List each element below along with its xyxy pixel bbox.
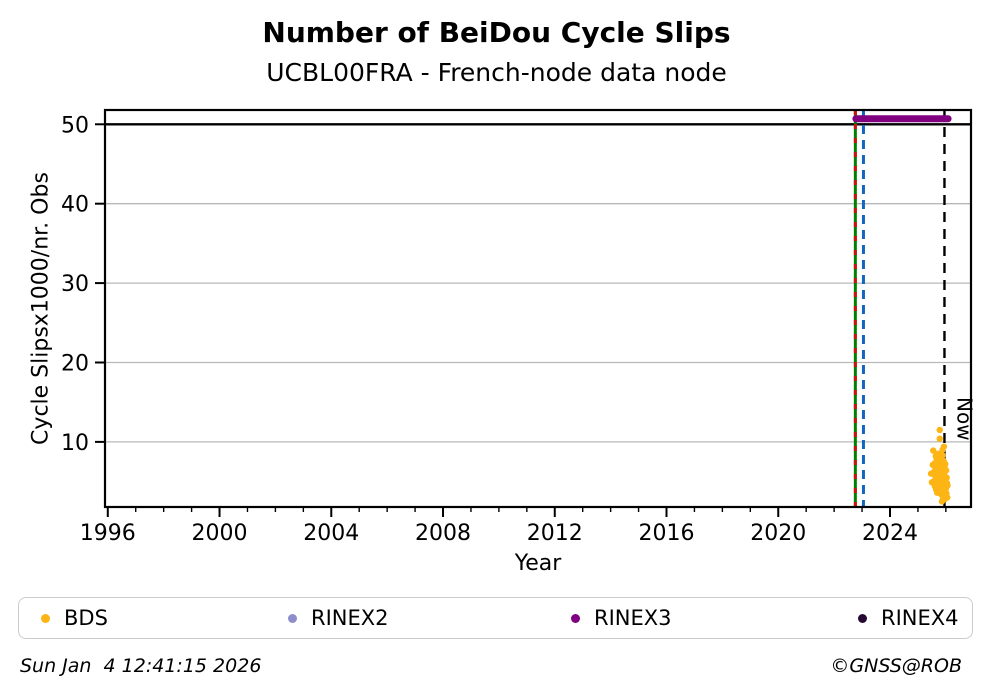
x-tick-label: 2000 <box>192 521 248 546</box>
legend-label: BDS <box>64 606 108 630</box>
x-tick-label: 2012 <box>527 521 583 546</box>
legend-item-bds: BDS <box>41 598 108 638</box>
y-tick-label: 40 <box>61 193 89 218</box>
series-bds-point <box>943 474 950 481</box>
chart-title: Number of BeiDou Cycle Slips <box>262 16 731 49</box>
y-tick-label: 50 <box>61 113 89 138</box>
legend-marker-bds <box>41 613 50 623</box>
chart-subtitle: UCBL00FRA - French-node data node <box>266 58 727 87</box>
series-bds-point <box>944 482 951 489</box>
legend: BDS RINEX2 RINEX3 RINEX4 <box>18 597 973 639</box>
legend-marker-rinex3 <box>571 613 580 623</box>
y-tick-label: 30 <box>61 272 89 297</box>
series-bds-point <box>939 452 946 459</box>
x-axis-label: Year <box>514 551 562 576</box>
legend-label: RINEX4 <box>881 606 959 630</box>
x-tick-label: 2024 <box>862 521 918 546</box>
x-tick-label: 2004 <box>303 521 359 546</box>
x-tick-label: 2016 <box>639 521 695 546</box>
series-bds-point <box>939 446 946 454</box>
series-bds-point <box>936 426 943 434</box>
x-tick-label: 2008 <box>415 521 471 546</box>
credit-text: ©GNSS@ROB <box>830 655 962 677</box>
y-tick-label: 10 <box>61 431 89 456</box>
now-label: Now <box>952 397 976 441</box>
series-bds-point <box>930 447 937 454</box>
y-tick-label: 20 <box>61 351 89 376</box>
series-bds-point <box>941 495 949 503</box>
x-tick-label: 1996 <box>80 521 136 546</box>
legend-marker-rinex2 <box>288 613 297 623</box>
timestamp-text: Sun Jan 4 12:41:15 2026 <box>20 655 262 677</box>
series-bds-point <box>942 460 949 468</box>
series-bds-point <box>936 435 943 442</box>
legend-item-rinex3: RINEX3 <box>571 598 672 638</box>
legend-label: RINEX3 <box>594 606 672 630</box>
x-tick-label: 2020 <box>750 521 806 546</box>
series-bds-point <box>942 467 950 474</box>
legend-item-rinex2: RINEX2 <box>288 598 389 638</box>
plot-frame <box>103 108 973 509</box>
legend-marker-rinex4 <box>858 613 867 623</box>
legend-label: RINEX2 <box>311 606 389 630</box>
legend-item-rinex4: RINEX4 <box>858 598 959 638</box>
